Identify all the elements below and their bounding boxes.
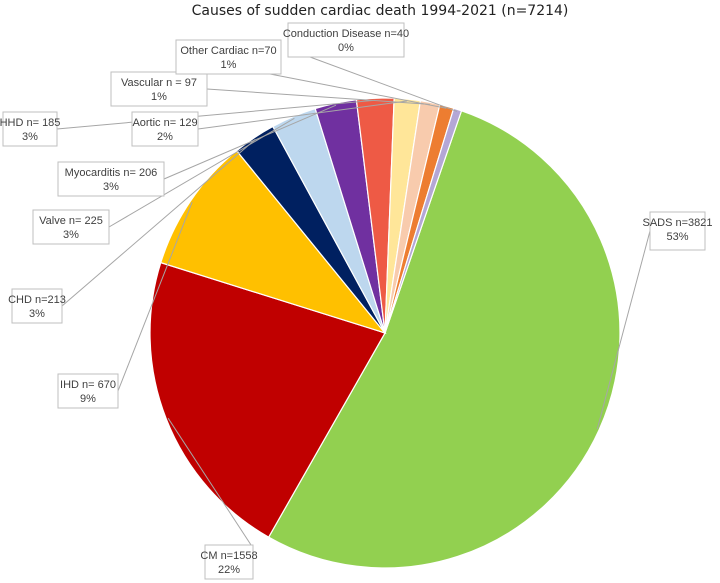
data-label-box (2, 111, 58, 147)
pie-slice (267, 110, 621, 569)
data-label: CM n=1558 22% (200, 544, 258, 580)
data-label: Vascular n = 97 1% (110, 71, 208, 107)
data-label-box (287, 22, 405, 58)
data-label-box (32, 209, 110, 245)
data-label-box (175, 39, 282, 75)
data-label-percent: 1% (221, 59, 237, 71)
data-label-name: HHD n= 185 (0, 117, 60, 129)
data-label-percent: 53% (666, 231, 688, 243)
data-label-box (57, 373, 119, 409)
data-label: HHD n= 185 3% (0, 111, 60, 147)
leader-line (167, 417, 254, 549)
data-label: CHD n=213 3% (8, 288, 66, 324)
data-label-percent: 3% (63, 229, 79, 241)
data-label-box (57, 161, 165, 197)
leader-line (61, 139, 256, 307)
data-label-percent: 9% (80, 393, 96, 405)
data-label: Conduction Disease n=40 0% (283, 22, 409, 58)
data-label-box (649, 211, 706, 251)
data-label-box (204, 544, 254, 580)
data-label-name: SADS n=3821 (642, 217, 712, 229)
data-label: Valve n= 225 3% (32, 209, 110, 245)
data-label-name: Aortic n= 129 (132, 117, 197, 129)
data-label: SADS n=3821 53% (642, 211, 713, 251)
data-label-box (110, 71, 208, 107)
data-label-name: IHD n= 670 (60, 379, 116, 391)
leader-line (596, 230, 651, 430)
leader-line (163, 104, 337, 180)
data-label-percent: 2% (157, 131, 173, 143)
leader-line (309, 56, 458, 112)
data-label-percent: 3% (29, 308, 45, 320)
leader-line (197, 100, 408, 130)
pie-slice (149, 261, 386, 538)
leader-line (206, 88, 430, 105)
data-label-percent: 3% (22, 131, 38, 143)
leader-line (56, 99, 376, 130)
data-label: Other Cardiac n=70 1% (175, 39, 282, 75)
leader-line (117, 202, 193, 392)
pie-slice (384, 107, 463, 334)
leader-line (269, 73, 447, 109)
data-label-name: CHD n=213 (8, 294, 66, 306)
data-label-name: Vascular n = 97 (121, 77, 197, 89)
data-label-percent: 0% (338, 42, 354, 54)
data-labels: SADS n=3821 53% CM n=1558 22% IHD n= 670 9% CH… (0, 22, 713, 580)
data-label-percent: 3% (103, 181, 119, 193)
pie-slices (149, 97, 621, 569)
data-label: Aortic n= 129 2% (131, 111, 199, 147)
data-label-name: Valve n= 225 (39, 215, 103, 227)
leader-lines (56, 56, 651, 549)
data-label: IHD n= 670 9% (57, 373, 119, 409)
data-label-percent: 1% (151, 91, 167, 103)
data-label-name: Other Cardiac n=70 (180, 45, 276, 57)
chart-title: Causes of sudden cardiac death 1994-2021… (192, 3, 569, 19)
data-label-name: CM n=1558 (200, 550, 257, 562)
data-label-name: Myocarditis n= 206 (65, 167, 158, 179)
data-label-box (131, 111, 199, 147)
data-label-box (11, 288, 63, 324)
data-label-percent: 22% (218, 564, 240, 576)
data-label-name: Conduction Disease n=40 (283, 28, 409, 40)
data-label: Myocarditis n= 206 3% (57, 161, 165, 197)
